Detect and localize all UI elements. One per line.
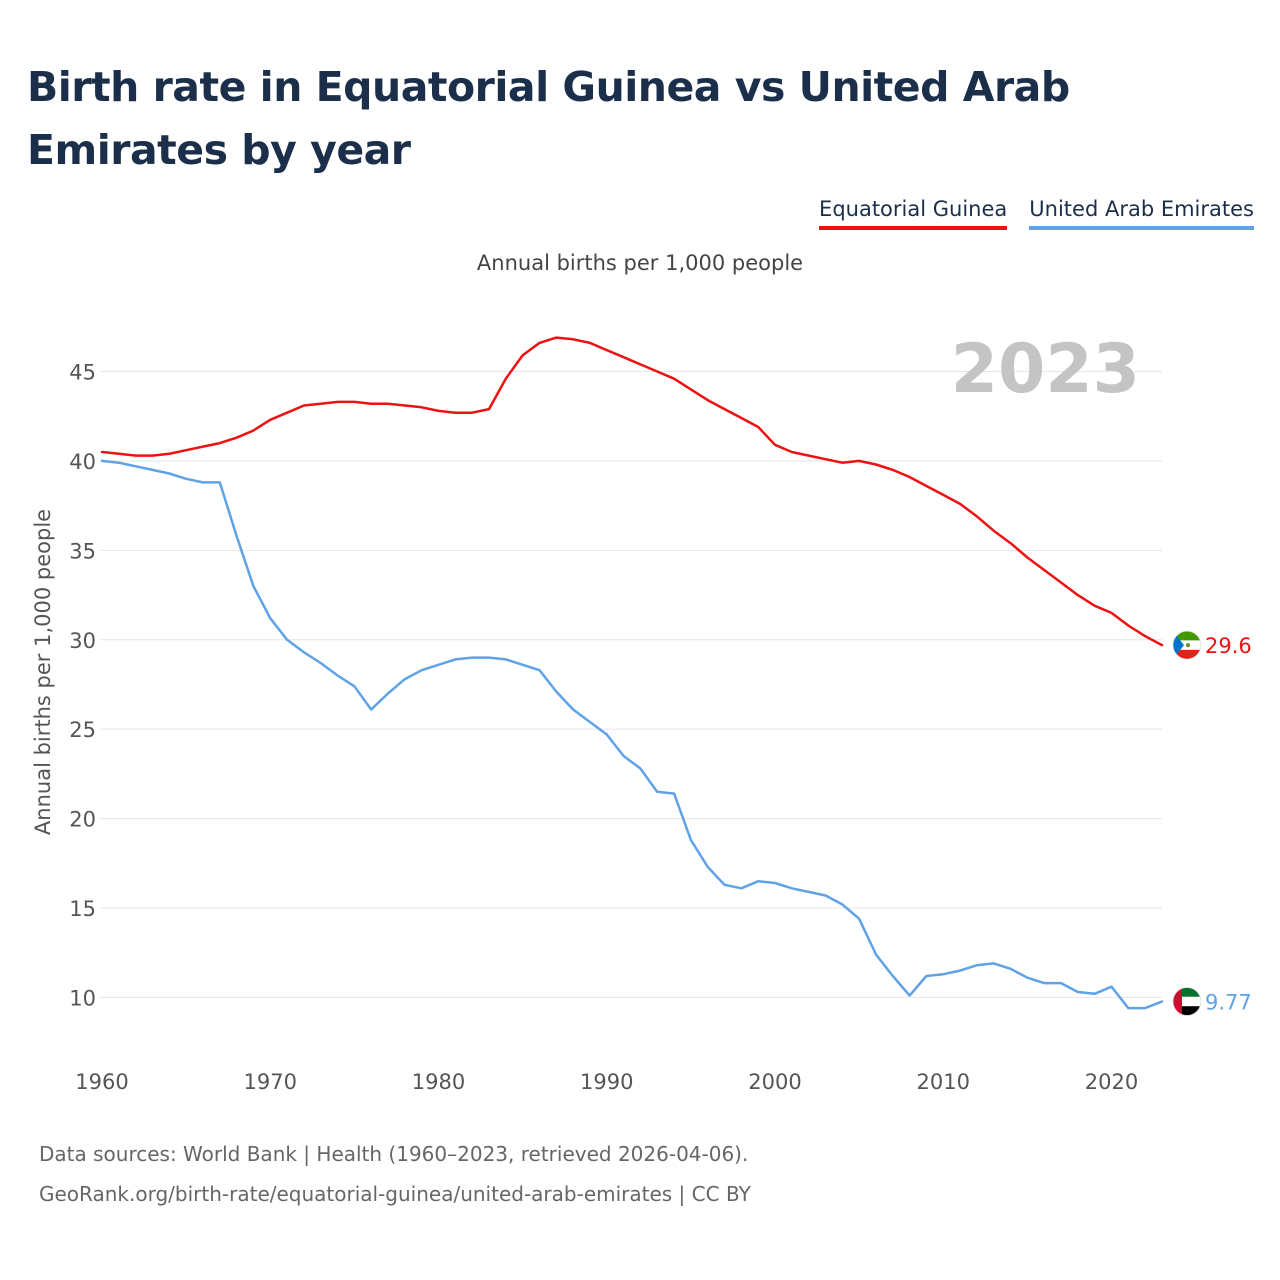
flag-marker-united-arab-emirates	[1172, 987, 1202, 1016]
y-tick-label: 15	[69, 897, 96, 921]
y-tick-label: 20	[69, 808, 96, 832]
footer: Data sources: World Bank | Health (1960–…	[39, 1134, 751, 1214]
source-url-text: GeoRank.org/birth-rate/equatorial-guinea…	[39, 1182, 751, 1206]
y-axis-label: Annual births per 1,000 people	[31, 509, 55, 835]
gridlines	[100, 371, 1162, 998]
x-tick-label: 2020	[1085, 1070, 1138, 1094]
y-tick-label: 35	[69, 539, 96, 563]
y-tick-label: 25	[69, 718, 96, 742]
data-sources-text: Data sources: World Bank | Health (1960–…	[39, 1142, 749, 1166]
x-tick-label: 2010	[917, 1070, 970, 1094]
plot-subtitle: Annual births per 1,000 people	[477, 251, 803, 275]
x-tick-label: 2000	[748, 1070, 801, 1094]
end-value-equatorial-guinea: 29.6	[1205, 634, 1252, 658]
y-tick-label: 45	[69, 361, 96, 385]
legend: Equatorial Guinea United Arab Emirates	[819, 196, 1254, 230]
axis-ticks: 10 15 20 25 30 35 40 45 1960 1970 1980 1990 2000 2010…	[69, 361, 1138, 1094]
chart-title: Birth rate in Equatorial Guinea vs Unite…	[27, 63, 1070, 174]
end-value-united-arab-emirates: 9.77	[1205, 991, 1252, 1015]
x-tick-label: 1980	[412, 1070, 465, 1094]
legend-item-equatorial-guinea[interactable]: Equatorial Guinea	[819, 196, 1008, 230]
x-tick-label: 1990	[580, 1070, 633, 1094]
end-labels: 29.6 9.77	[1172, 630, 1252, 1016]
series-line-equatorial-guinea[interactable]	[100, 336, 1164, 647]
x-tick-label: 1970	[244, 1070, 297, 1094]
series-line-united-arab-emirates[interactable]	[100, 459, 1164, 1010]
series-lines	[100, 336, 1164, 1010]
legend-item-united-arab-emirates[interactable]: United Arab Emirates	[1029, 196, 1254, 230]
y-tick-label: 30	[69, 629, 96, 653]
x-tick-label: 1960	[75, 1070, 128, 1094]
year-watermark: 2023	[951, 330, 1140, 409]
flag-marker-equatorial-guinea	[1172, 630, 1202, 660]
y-tick-label: 40	[69, 450, 96, 474]
y-tick-label: 10	[69, 986, 96, 1010]
